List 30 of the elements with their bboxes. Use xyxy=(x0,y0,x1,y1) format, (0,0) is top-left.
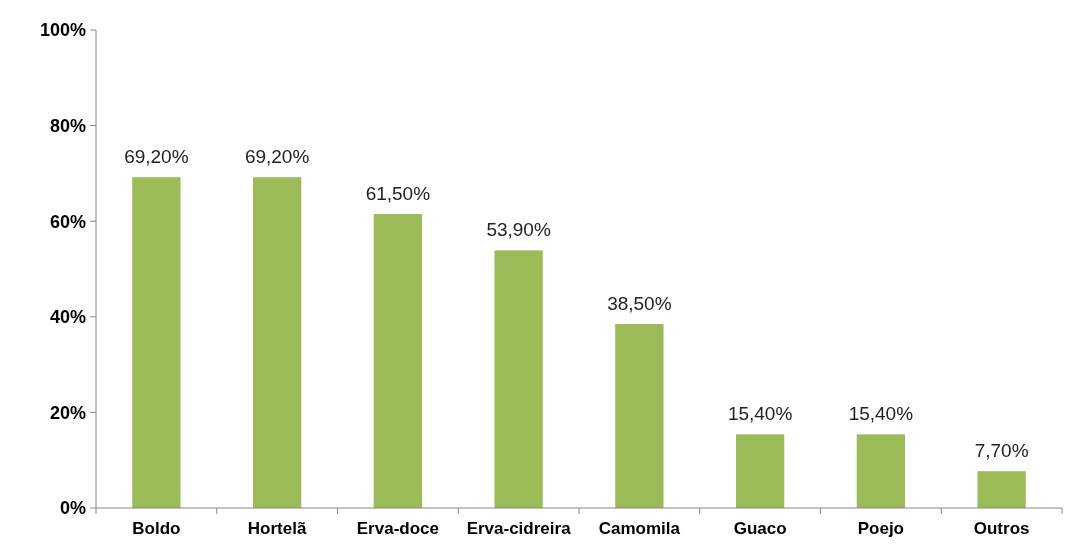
y-tick-label: 20% xyxy=(49,402,86,423)
data-label: 61,50% xyxy=(365,183,431,205)
bar xyxy=(252,177,302,508)
bar xyxy=(494,250,543,508)
x-tick-label: Erva-doce xyxy=(356,519,439,538)
y-tick-label: 40% xyxy=(49,307,86,328)
bar xyxy=(735,434,785,508)
bar xyxy=(615,323,664,508)
bar xyxy=(373,214,423,508)
x-tick-label: Guaco xyxy=(733,519,787,538)
data-label: 15,40% xyxy=(848,403,914,425)
x-tick-label: Erva-cidreira xyxy=(466,519,572,538)
data-label: 7,70% xyxy=(974,440,1029,462)
x-tick-label: Poejo xyxy=(857,519,905,538)
data-label: 69,20% xyxy=(124,146,189,168)
x-tick-label: Hortelã xyxy=(247,519,307,538)
y-tick-label: 0% xyxy=(59,498,86,519)
data-label: 15,40% xyxy=(727,403,793,425)
x-tick-label: Outros xyxy=(973,519,1030,538)
data-label: 38,50% xyxy=(607,292,672,314)
bar xyxy=(132,177,181,508)
y-tick-label: 60% xyxy=(49,211,86,232)
x-tick-label: Boldo xyxy=(132,519,181,538)
bar xyxy=(977,471,1026,508)
y-tick-label: 100% xyxy=(39,20,86,41)
bar xyxy=(856,434,906,508)
x-tick-label: Camomila xyxy=(598,519,681,538)
y-tick-label: 80% xyxy=(49,115,86,136)
data-label: 53,90% xyxy=(486,219,551,241)
data-label: 69,20% xyxy=(244,146,310,168)
